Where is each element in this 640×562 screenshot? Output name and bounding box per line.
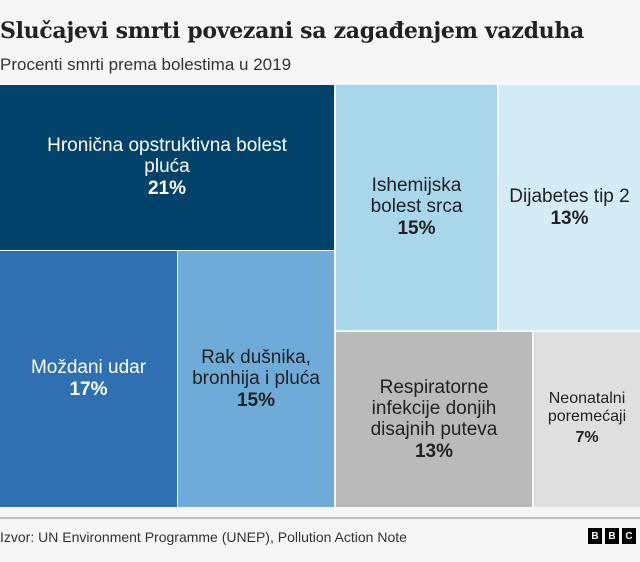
footer-divider	[0, 517, 640, 519]
treemap-cell-copd: Hronična opstruktivna bolest pluća 21%	[0, 85, 334, 250]
source-note: Izvor: UN Environment Programme (UNEP), …	[0, 529, 407, 545]
cell-label: Dijabetes tip 2	[509, 185, 630, 207]
cell-value: 13%	[550, 207, 589, 229]
treemap-cell-ischemic-heart: Ishemijska bolest srca 15%	[336, 85, 497, 330]
cell-label: Neonatalni poremećaji	[547, 390, 627, 425]
cell-label: Hronična opstruktivna bolest pluća	[47, 135, 287, 177]
bbc-logo-letter: B	[605, 528, 619, 544]
cell-value: 15%	[236, 389, 276, 411]
cell-label: Ishemijska bolest srca	[370, 175, 463, 217]
treemap-cell-neonatal: Neonatalni poremećaji 7%	[534, 332, 640, 507]
cell-label: Moždani udar	[30, 357, 147, 378]
treemap-cell-lung-cancer: Rak dušnika, bronhija i pluća 15%	[178, 251, 334, 507]
treemap-cell-respiratory-infections: Respiratorne infekcije donjih disajnih p…	[336, 332, 532, 507]
cell-value: 15%	[397, 218, 436, 239]
chart-subtitle: Procenti smrti prema bolestima u 2019	[0, 55, 292, 74]
cell-value: 13%	[414, 440, 454, 462]
cell-value: 21%	[147, 178, 187, 199]
treemap: Hronična opstruktivna bolest pluća 21% Mož…	[0, 85, 640, 507]
cell-label: Respiratorne infekcije donjih disajnih p…	[370, 376, 498, 440]
treemap-cell-diabetes: Dijabetes tip 2 13%	[499, 85, 640, 330]
bbc-logo: B B C	[588, 528, 636, 544]
cell-value: 7%	[575, 429, 599, 446]
bbc-logo-letter: C	[622, 528, 636, 544]
cell-value: 17%	[69, 379, 108, 400]
treemap-cell-stroke: Moždani udar 17%	[0, 251, 177, 507]
cell-label: Rak dušnika, bronhija i pluća	[192, 346, 320, 389]
bbc-logo-letter: B	[588, 528, 602, 544]
chart-title: Slučajevi smrti povezani sa zagađenjem v…	[0, 18, 584, 44]
